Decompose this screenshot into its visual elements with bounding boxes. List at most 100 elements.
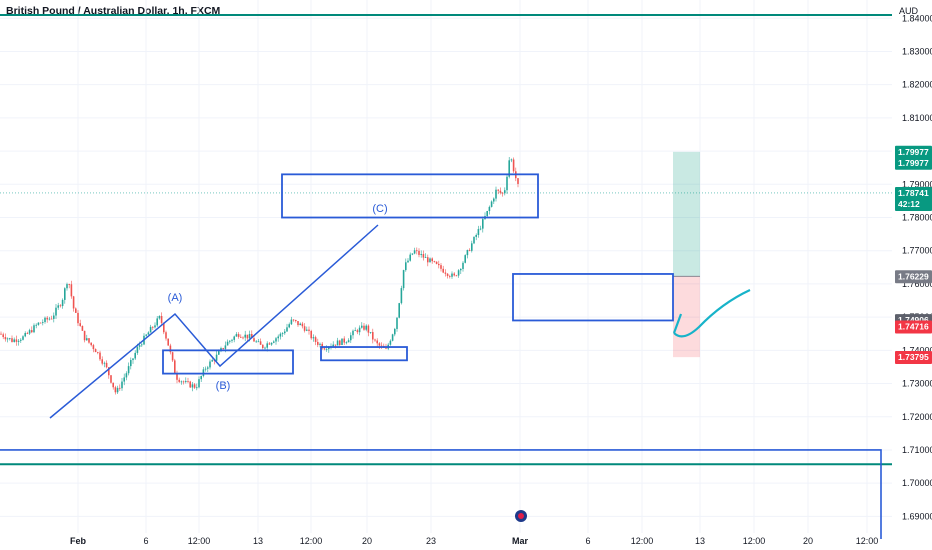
candle-body <box>334 344 337 346</box>
candle-body <box>165 332 167 339</box>
x-tick-label: 23 <box>426 536 436 546</box>
x-tick-label: 12:00 <box>856 536 879 546</box>
candle-body <box>462 262 464 269</box>
candle-body <box>493 198 495 202</box>
candle-body <box>176 373 178 380</box>
candle-body <box>4 337 7 340</box>
candle-body <box>196 387 198 389</box>
entry-zone <box>512 273 674 322</box>
candle-body <box>231 339 233 341</box>
candle-body <box>378 343 381 346</box>
grid <box>0 0 892 533</box>
candle-body <box>158 315 161 319</box>
projection-path <box>673 289 751 338</box>
candle-body <box>477 229 480 235</box>
candle-body <box>6 338 9 340</box>
y-tick-label: 1.79000 <box>902 179 932 189</box>
candle-body <box>114 387 117 393</box>
wave-b-zone <box>162 349 294 375</box>
candle-body <box>499 190 502 193</box>
candle-body <box>343 338 345 343</box>
x-tick-label: 12:00 <box>743 536 766 546</box>
candle-body <box>396 317 398 329</box>
entry-badge <box>895 270 932 284</box>
candle-body <box>369 332 372 333</box>
candle-body <box>400 288 403 304</box>
candle-body <box>138 345 141 347</box>
candle-body <box>99 352 101 360</box>
y-tick-label: 1.72000 <box>902 412 932 422</box>
wave-label-1: (B) <box>216 380 231 392</box>
candle-body <box>429 258 431 263</box>
candle-body <box>211 360 213 362</box>
projection-spike <box>672 313 683 334</box>
candle-body <box>189 381 191 388</box>
candle-body <box>486 211 488 217</box>
candle-body <box>358 327 361 333</box>
candle-body <box>182 381 185 383</box>
candle-body <box>136 346 139 353</box>
candle-body <box>37 322 40 325</box>
candle-body <box>28 330 31 334</box>
candle-body <box>185 381 187 383</box>
wave-label-0: (A) <box>168 292 183 304</box>
y-tick-label: 1.74000 <box>902 345 932 355</box>
candle-body <box>119 387 121 389</box>
candle-body <box>246 334 249 339</box>
candle-body <box>460 268 462 271</box>
candle-body <box>242 337 244 339</box>
stop-badge-text: 1.73795 <box>898 352 929 362</box>
candle-body <box>490 201 493 207</box>
candle-body <box>90 342 92 346</box>
stop-zone <box>673 276 700 358</box>
candle-body <box>59 305 62 307</box>
candle-body <box>317 341 319 345</box>
candle-body <box>253 338 255 342</box>
candle-body <box>488 206 491 212</box>
candle-body <box>380 345 383 347</box>
candle-body <box>77 312 79 324</box>
candle-body <box>108 367 110 376</box>
candle-body <box>356 330 359 333</box>
candle-body <box>15 339 18 342</box>
candle-body <box>240 336 242 338</box>
candle-body <box>367 325 370 333</box>
y-tick-label: 1.82000 <box>902 80 932 90</box>
candle-body <box>457 270 460 276</box>
x-tick-label: 13 <box>695 536 705 546</box>
candle-body <box>262 344 264 349</box>
candle-body <box>48 318 51 320</box>
candle-body <box>284 331 286 334</box>
candle-body <box>248 334 251 339</box>
candle-body <box>438 263 440 266</box>
candle-body <box>178 379 180 382</box>
horizontal-levels <box>0 13 892 539</box>
candle-body <box>495 189 497 199</box>
candle-body <box>446 273 449 277</box>
candle-body <box>341 338 343 345</box>
candle-body <box>279 333 282 337</box>
candle-body <box>471 243 473 251</box>
candle-body <box>224 345 227 349</box>
candle-body <box>257 341 260 343</box>
x-tick-label: 12:00 <box>631 536 654 546</box>
y-tick-label: 1.76000 <box>902 279 932 289</box>
candle-body <box>20 339 22 341</box>
level-badge-2 <box>895 320 932 334</box>
candle-body <box>66 284 68 289</box>
candle-body <box>435 261 438 264</box>
x-tick-label: 6 <box>585 536 590 546</box>
y-tick-label: 1.69000 <box>902 511 932 521</box>
candle-body <box>17 340 20 342</box>
candle-body <box>44 317 46 323</box>
candle-body <box>154 325 156 328</box>
candle-body <box>431 258 433 262</box>
candle-body <box>259 341 262 345</box>
candle-body <box>427 257 429 263</box>
candle-body <box>35 324 37 326</box>
candle-body <box>466 249 469 256</box>
candle-body <box>411 253 414 255</box>
candle-body <box>72 296 75 309</box>
